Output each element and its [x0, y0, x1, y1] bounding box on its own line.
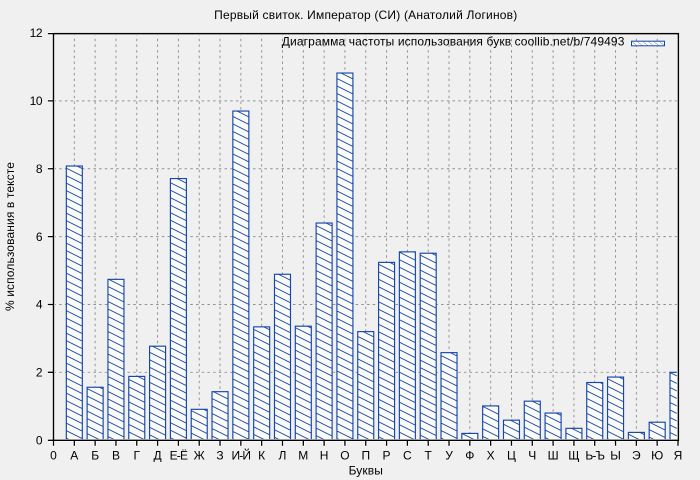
svg-text:Р: Р — [383, 449, 391, 463]
svg-text:10: 10 — [30, 94, 43, 108]
svg-text:Б: Б — [91, 449, 99, 463]
svg-text:Э: Э — [632, 449, 641, 463]
svg-text:З: З — [216, 449, 223, 463]
svg-text:К: К — [258, 449, 265, 463]
svg-text:Ф: Ф — [465, 449, 474, 463]
svg-text:12: 12 — [30, 26, 43, 40]
svg-text:Щ: Щ — [568, 449, 579, 463]
svg-text:6: 6 — [36, 230, 43, 244]
svg-text:Ы: Ы — [610, 449, 621, 463]
svg-text:П: П — [361, 449, 370, 463]
svg-text:Д: Д — [154, 449, 162, 463]
svg-text:Ь-Ъ: Ь-Ъ — [585, 449, 604, 463]
svg-text:С: С — [403, 449, 412, 463]
svg-text:Х: Х — [487, 449, 495, 463]
svg-text:Ю: Ю — [651, 449, 663, 463]
svg-text:Диаграмма частоты использовани: Диаграмма частоты использования букв coo… — [282, 35, 625, 49]
svg-text:% использования в тексте: % использования в тексте — [3, 162, 17, 311]
svg-text:Ч: Ч — [528, 449, 536, 463]
svg-text:М: М — [298, 449, 308, 463]
svg-text:Буквы: Буквы — [349, 464, 383, 478]
svg-text:Т: Т — [425, 449, 433, 463]
svg-text:8: 8 — [36, 162, 43, 176]
svg-text:Ц: Ц — [507, 449, 516, 463]
svg-text:О: О — [340, 449, 349, 463]
svg-text:Ж: Ж — [194, 449, 205, 463]
svg-text:Н: Н — [320, 449, 329, 463]
svg-text:Я: Я — [674, 449, 683, 463]
svg-text:Е-Ё: Е-Ё — [170, 449, 188, 463]
svg-text:У: У — [445, 449, 453, 463]
svg-text:Первый свиток. Император (СИ): Первый свиток. Император (СИ) (Анатолий … — [214, 8, 517, 22]
svg-text:Л: Л — [279, 449, 287, 463]
svg-text:В: В — [112, 449, 120, 463]
svg-text:Г: Г — [134, 449, 141, 463]
svg-text:Ш: Ш — [548, 449, 559, 463]
svg-text:4: 4 — [36, 298, 43, 312]
svg-text:И-Й: И-Й — [231, 448, 250, 463]
svg-text:0: 0 — [50, 449, 57, 463]
svg-text:2: 2 — [36, 366, 43, 380]
svg-text:А: А — [70, 449, 78, 463]
svg-text:0: 0 — [36, 433, 43, 447]
